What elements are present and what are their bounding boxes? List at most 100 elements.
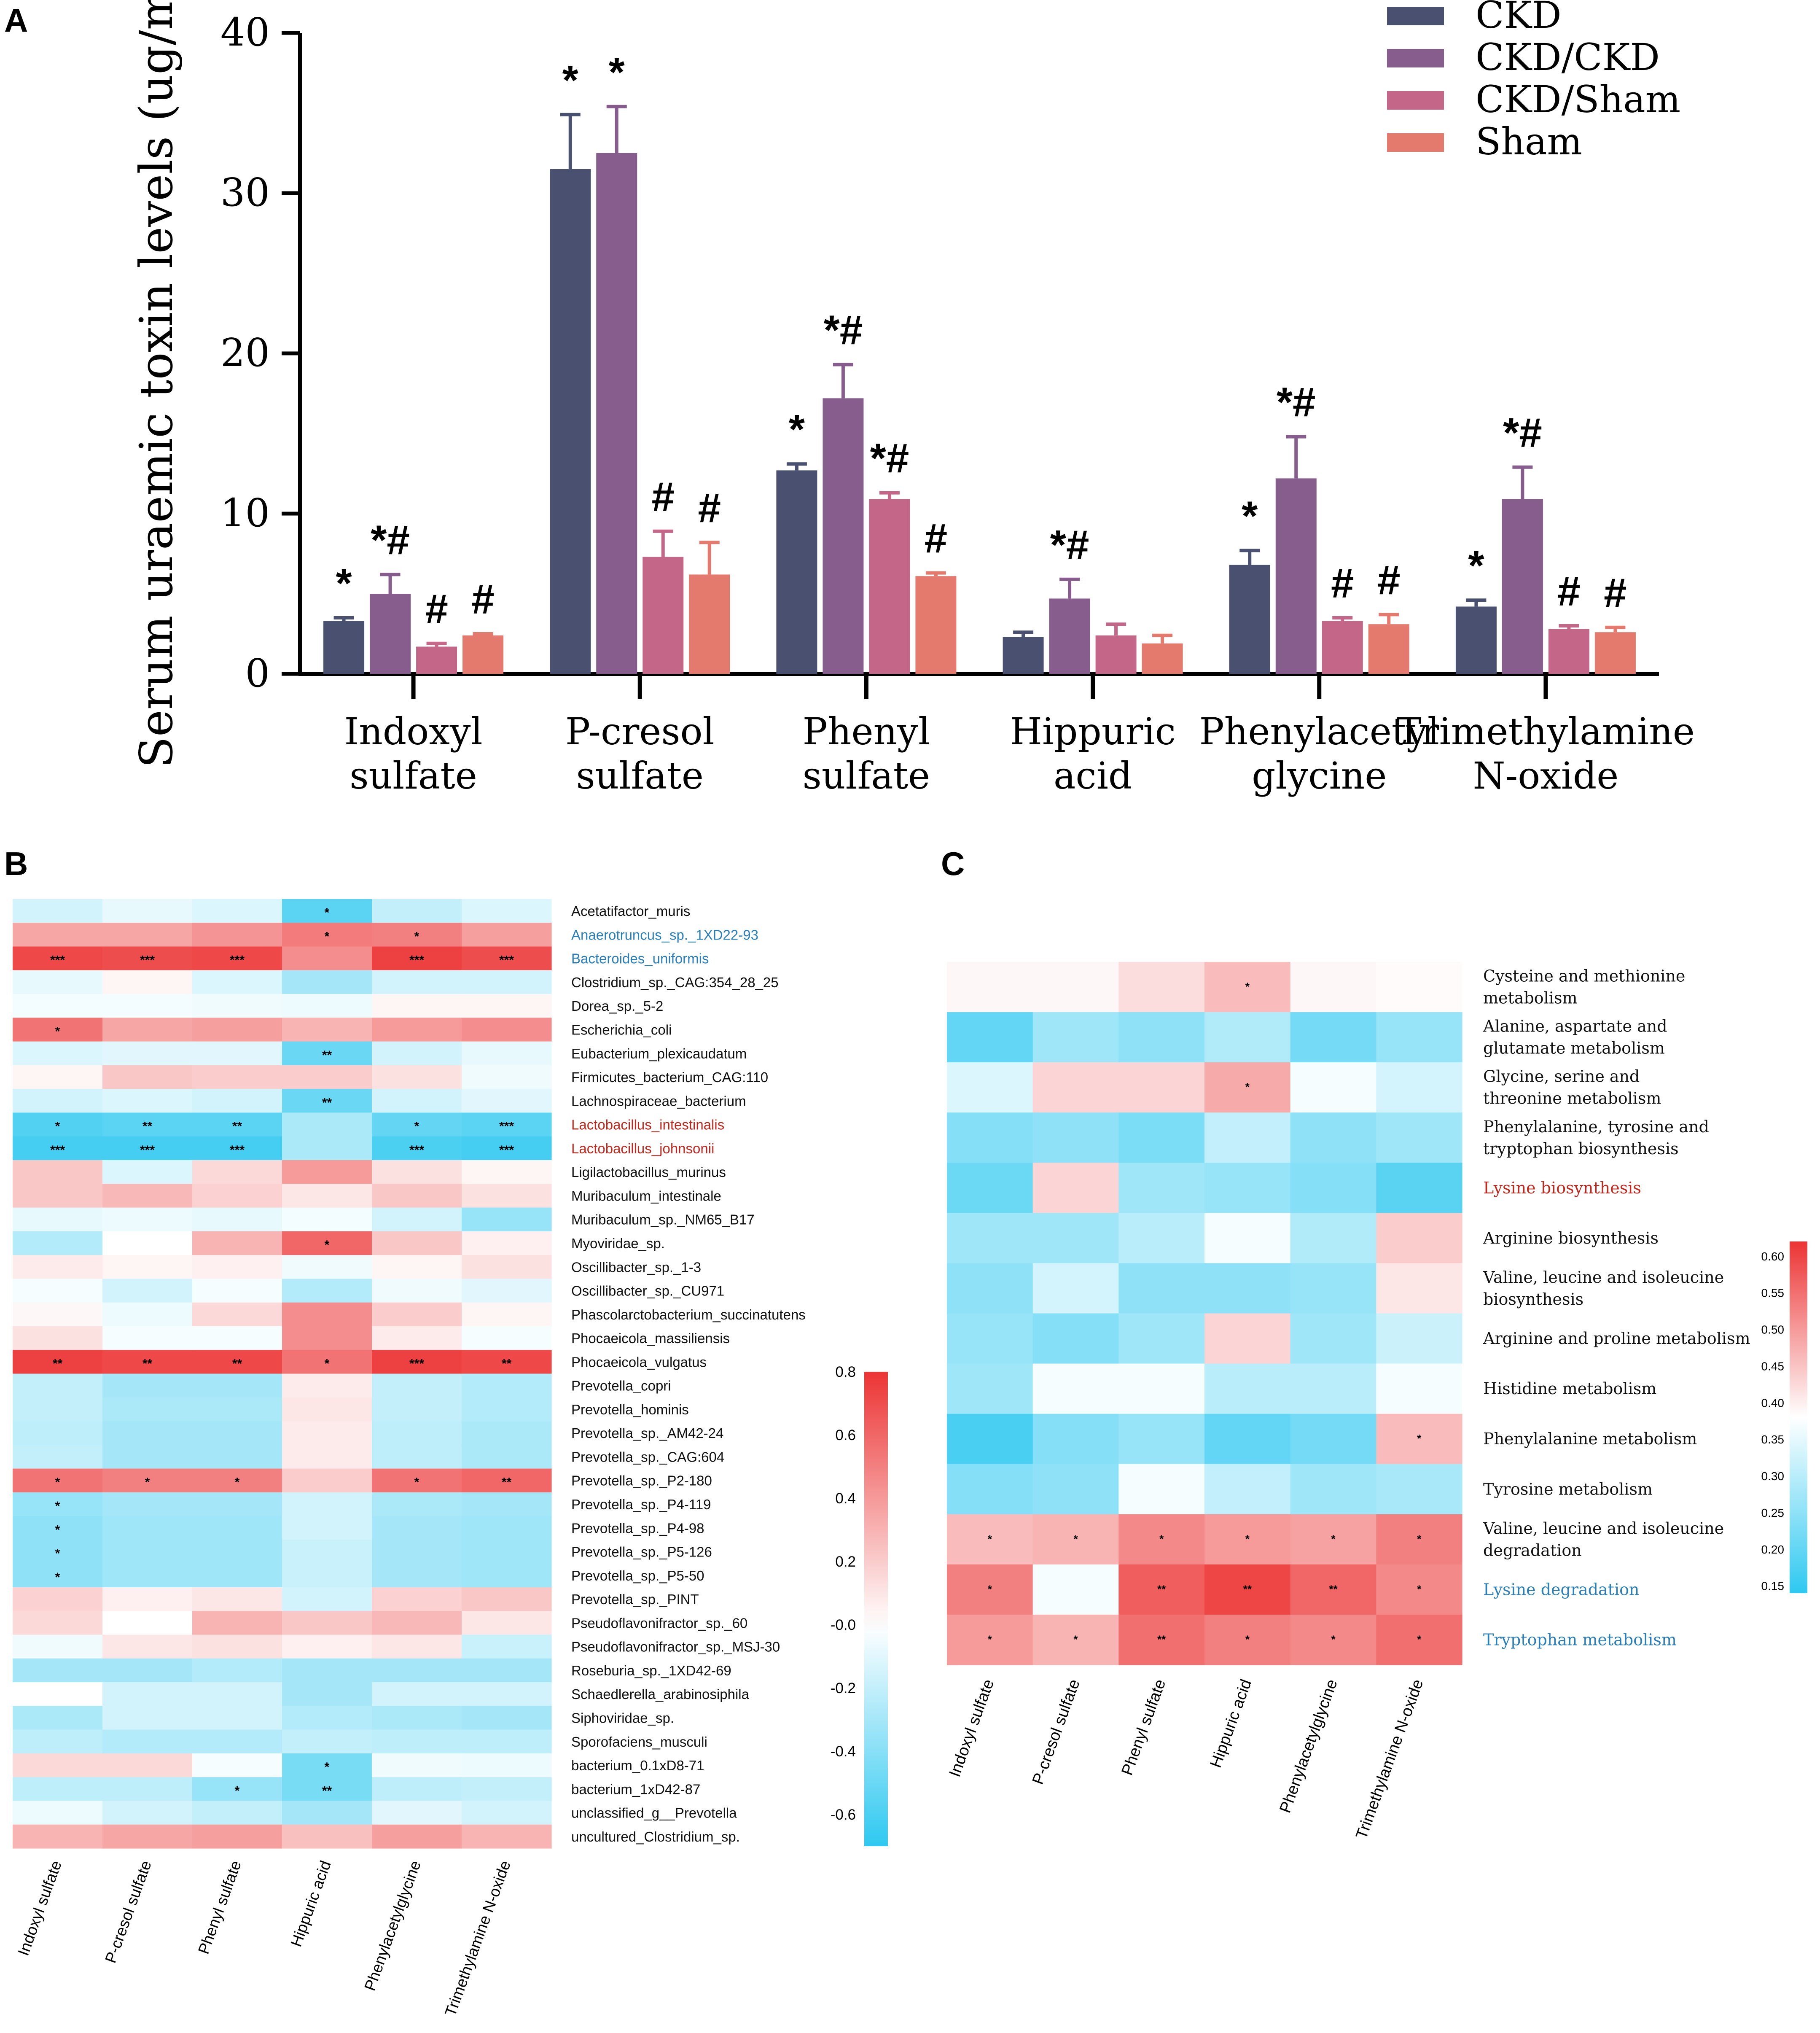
significance-mark: * bbox=[55, 1120, 60, 1134]
x-tick-label: Trimethylamine bbox=[1397, 710, 1695, 753]
significance-mark: * bbox=[55, 1025, 60, 1039]
heatmap-cell bbox=[462, 1207, 552, 1232]
heatmap-cell bbox=[192, 1753, 282, 1777]
row-label: Myoviridae_sp. bbox=[571, 1236, 665, 1251]
heatmap-cell bbox=[282, 1279, 372, 1303]
heatmap-cell bbox=[1290, 1363, 1376, 1414]
heatmap-cell bbox=[282, 1563, 372, 1588]
heatmap-cell bbox=[462, 970, 552, 994]
heatmap-cell bbox=[372, 1729, 462, 1754]
significance-mark: * bbox=[1073, 1633, 1078, 1645]
bar-sham bbox=[1142, 643, 1183, 674]
heatmap-cell bbox=[372, 1611, 462, 1635]
significance-mark: # bbox=[925, 515, 948, 562]
heatmap-cell bbox=[462, 1112, 552, 1137]
significance-mark: * bbox=[55, 1499, 60, 1513]
row-label: glutamate metabolism bbox=[1483, 1039, 1665, 1058]
heatmap-cell bbox=[102, 1326, 193, 1350]
heatmap-cell bbox=[1376, 1163, 1462, 1213]
heatmap-cell bbox=[282, 1611, 372, 1635]
heatmap-cell bbox=[462, 994, 552, 1018]
significance-mark: *** bbox=[230, 953, 245, 967]
heatmap-cell bbox=[282, 1801, 372, 1825]
colorbar-tick-label: 0.30 bbox=[1761, 1470, 1785, 1483]
heatmap-cell bbox=[102, 923, 193, 947]
heatmap-cell bbox=[13, 1421, 103, 1445]
legend-label: Sham bbox=[1476, 120, 1582, 163]
significance-mark: * bbox=[235, 1476, 240, 1489]
significance-mark: * bbox=[1245, 1633, 1250, 1645]
column-label: Trimethylamine N-oxide bbox=[1352, 1677, 1427, 1842]
row-label: Prevotella_sp._PINT bbox=[571, 1591, 699, 1607]
heatmap-cell bbox=[282, 1350, 372, 1374]
significance-mark: * bbox=[325, 1238, 330, 1252]
heatmap-cell bbox=[372, 1112, 462, 1137]
heatmap-cell bbox=[282, 1231, 372, 1255]
colorbar-tick-label: 0.20 bbox=[1761, 1543, 1785, 1556]
heatmap-cell bbox=[1376, 1414, 1462, 1465]
heatmap-cell bbox=[102, 1777, 193, 1801]
heatmap-cell bbox=[13, 1207, 103, 1232]
significance-mark: * bbox=[1417, 1532, 1422, 1545]
heatmap-cell bbox=[947, 962, 1033, 1012]
heatmap-cell bbox=[947, 1062, 1033, 1113]
heatmap-cell bbox=[13, 1350, 103, 1374]
row-label: Sporofaciens_musculi bbox=[571, 1734, 707, 1750]
heatmap-cell bbox=[102, 1611, 193, 1635]
row-label: Arginine biosynthesis bbox=[1483, 1229, 1659, 1247]
significance-mark: * bbox=[1245, 1532, 1250, 1545]
x-tick-label: N-oxide bbox=[1473, 754, 1618, 797]
heatmap-cell bbox=[282, 1492, 372, 1516]
x-tick-label: Indoxyl bbox=[344, 710, 482, 753]
bar-ckd-sham bbox=[1095, 635, 1137, 674]
colorbar-tick-label: 0.50 bbox=[1761, 1323, 1785, 1336]
significance-mark: ** bbox=[322, 1048, 332, 1062]
heatmap-cell bbox=[192, 1421, 282, 1445]
heatmap-cell bbox=[1376, 1263, 1462, 1314]
significance-mark: *** bbox=[409, 953, 424, 967]
significance-mark: * bbox=[145, 1476, 150, 1489]
heatmap-cell bbox=[462, 1184, 552, 1208]
row-label: uncultured_Clostridium_sp. bbox=[571, 1829, 740, 1845]
heatmap-cell bbox=[102, 1824, 193, 1849]
heatmap-cell bbox=[1376, 1514, 1462, 1565]
heatmap-cell bbox=[13, 1611, 103, 1635]
heatmap-cell bbox=[192, 1160, 282, 1184]
colorbar-tick-label: 0.4 bbox=[835, 1490, 856, 1507]
colorbar-tick-label: -0.0 bbox=[831, 1617, 856, 1633]
heatmap-cell bbox=[192, 1682, 282, 1706]
heatmap-cell bbox=[282, 970, 372, 994]
heatmap-cell bbox=[102, 1658, 193, 1683]
heatmap-cell bbox=[462, 946, 552, 971]
heatmap-cell bbox=[192, 1231, 282, 1255]
heatmap-cell bbox=[372, 1041, 462, 1066]
heatmap-cell bbox=[947, 1614, 1033, 1665]
heatmap-cell bbox=[192, 1611, 282, 1635]
heatmap-cell bbox=[282, 1302, 372, 1327]
significance-mark: * bbox=[55, 1570, 60, 1584]
significance-mark: * bbox=[414, 929, 419, 943]
significance-mark: *** bbox=[140, 1143, 155, 1157]
heatmap-cell bbox=[1204, 1062, 1291, 1113]
significance-mark: # bbox=[425, 586, 448, 632]
significance-mark: * bbox=[1159, 1532, 1164, 1545]
heatmap-cell bbox=[1290, 1163, 1376, 1213]
significance-mark: * bbox=[1331, 1633, 1336, 1645]
heatmap-cell bbox=[462, 1753, 552, 1777]
heatmap-cell bbox=[13, 1753, 103, 1777]
heatmap-cell bbox=[372, 1065, 462, 1089]
heatmap-cell bbox=[1376, 962, 1462, 1012]
heatmap-cell bbox=[192, 923, 282, 947]
heatmap-cell bbox=[192, 1658, 282, 1683]
heatmap-cell bbox=[192, 1540, 282, 1564]
row-label: Phocaeicola_vulgatus bbox=[571, 1354, 707, 1370]
significance-mark: ** bbox=[502, 1476, 512, 1489]
heatmap-cell bbox=[947, 1464, 1033, 1515]
heatmap-cell bbox=[372, 1682, 462, 1706]
heatmap-cell bbox=[947, 1263, 1033, 1314]
heatmap-cell bbox=[192, 1350, 282, 1374]
significance-mark: * bbox=[1468, 542, 1484, 589]
significance-mark: * bbox=[789, 406, 805, 452]
bar-ckd bbox=[323, 621, 365, 674]
row-label: Dorea_sp._5-2 bbox=[571, 998, 663, 1014]
